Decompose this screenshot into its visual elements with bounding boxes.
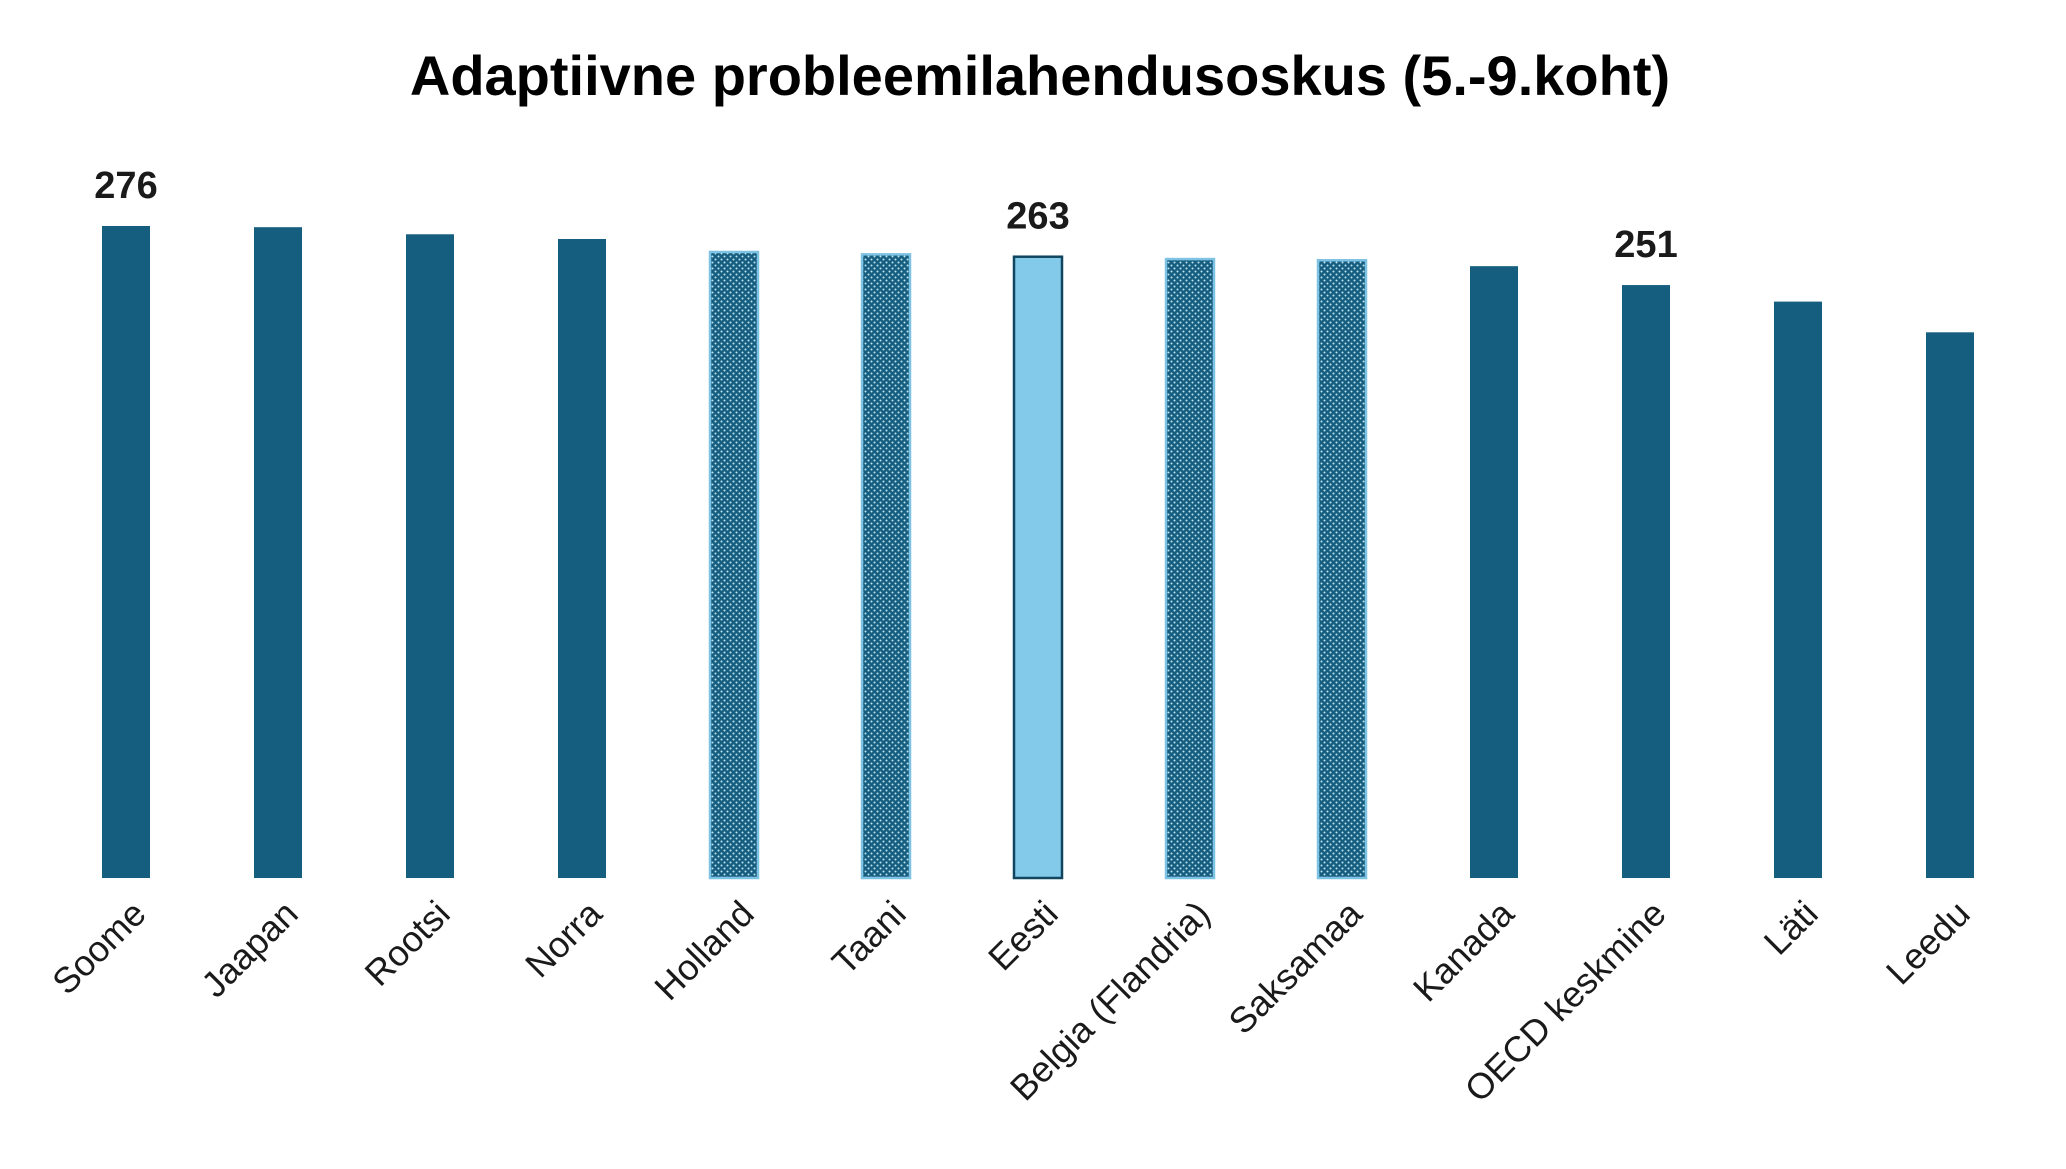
category-label-3: Norra [517,892,610,985]
category-label-2: Rootsi [357,893,458,994]
category-label-6: Eesti [980,893,1066,979]
bar-4 [708,250,760,880]
bar-10 [1622,285,1670,878]
bar-0 [102,226,150,878]
category-label-11: Läti [1756,893,1826,963]
data-label-0: 276 [94,165,157,207]
category-labels-group: Soome Jaapan Rootsi Norra Holland Taani EestiB… [44,892,1978,1110]
data-label-6: 263 [1006,196,1069,238]
data-label-10: 251 [1614,224,1677,266]
bars-group [102,226,1974,880]
bar-3 [558,238,606,879]
category-label-4: Holland [646,893,761,1008]
category-label-8: Saksamaa [1220,892,1370,1042]
bar-6 [1012,255,1064,880]
bar-5 [860,253,912,880]
bar-11 [1774,301,1822,878]
bar-9 [1470,266,1518,878]
bar-12 [1926,332,1974,879]
category-label-12: Leedu [1878,893,1978,993]
bar-2 [406,234,454,878]
chart-title: Adaptiivne probleemilahendusoskus (5.-9.… [410,44,1670,107]
category-label-5: Taani [824,893,914,983]
bar-7 [1164,257,1216,880]
bar-8 [1316,259,1368,880]
category-label-0: Soome [44,893,154,1003]
category-label-1: Jaapan [193,893,306,1006]
bar-1 [254,227,302,878]
category-label-9: Kanada [1405,892,1522,1009]
data-labels-group: 276 263 251 [94,165,1677,266]
